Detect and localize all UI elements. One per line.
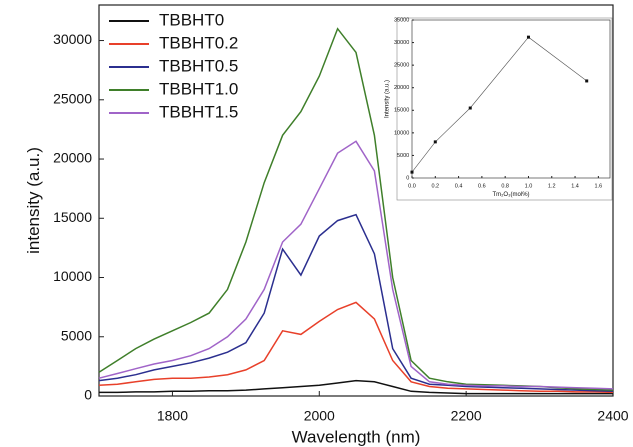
y-tick-label: 5000 — [61, 327, 92, 343]
y-tick-label: 35000 — [394, 17, 409, 23]
x-tick-label: 2000 — [304, 408, 335, 424]
y-tick-label: 25000 — [53, 90, 92, 106]
series-line — [98, 140, 614, 390]
x-tick-label: 2400 — [597, 408, 628, 424]
x-tick-label: 0.2 — [431, 184, 439, 190]
legend-label: TBBHT1.0 — [159, 79, 238, 98]
y-axis-label: intensity (a.u.) — [24, 147, 43, 254]
y-tick-label: 15000 — [53, 209, 92, 225]
y-tick-label: 20000 — [53, 150, 92, 166]
x-tick-label: 1.4 — [571, 184, 579, 190]
legend-label: TBBHT0 — [159, 10, 224, 29]
x-tick-label: 1.6 — [595, 184, 603, 190]
plot-frame — [98, 4, 614, 397]
x-tick-label: 1.2 — [548, 184, 556, 190]
y-tick-label: 20000 — [394, 85, 409, 91]
y-tick-label: 15000 — [394, 108, 409, 114]
x-tick-label: 0.8 — [501, 184, 509, 190]
y-tick-label: 5000 — [397, 153, 409, 159]
y-tick-label: 10000 — [394, 130, 409, 136]
point — [410, 170, 414, 174]
legend-label: TBBHT0.2 — [159, 33, 238, 52]
x-tick-label: 2200 — [451, 408, 482, 424]
y-tick-label: 30000 — [394, 40, 409, 46]
y-tick-label: 25000 — [394, 63, 409, 69]
legend-label: TBBHT0.5 — [159, 56, 238, 75]
point — [433, 140, 437, 144]
y-tick-label: 30000 — [53, 31, 92, 47]
series-line — [98, 213, 614, 393]
y-tick-label: 0 — [84, 387, 92, 403]
legend-label: TBBHT1.5 — [159, 102, 238, 121]
x-tick-label: 0.0 — [408, 184, 416, 190]
inset-background — [396, 17, 613, 201]
y-axis-label: Intensity (a.u.) — [384, 80, 390, 118]
point — [585, 79, 589, 83]
x-tick-label: 0.6 — [478, 184, 486, 190]
point — [526, 35, 530, 39]
point — [468, 106, 472, 110]
x-axis-label: Wavelength (nm) — [292, 427, 421, 446]
x-tick-label: 1800 — [157, 408, 188, 424]
x-tick-label: 0.4 — [455, 184, 463, 190]
x-axis-label: Tm₂O₃(mol%) — [492, 192, 529, 198]
plot-frame — [411, 19, 611, 179]
y-tick-label: 10000 — [53, 268, 92, 284]
y-tick-label: 0 — [406, 175, 409, 181]
x-tick-label: 1.0 — [525, 184, 533, 190]
series-line — [98, 301, 614, 394]
series-line — [99, 379, 613, 395]
